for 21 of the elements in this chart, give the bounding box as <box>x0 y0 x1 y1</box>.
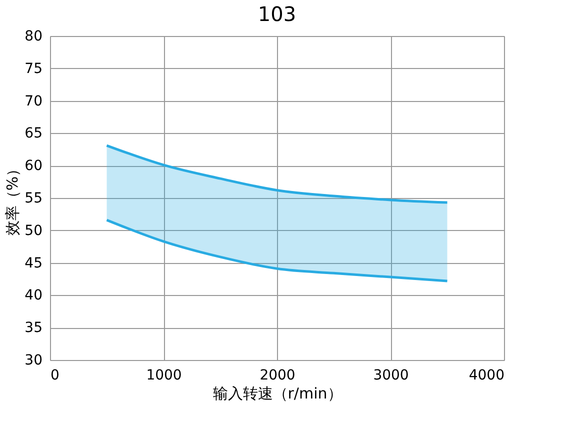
y-axis-title: 效率（%） <box>4 161 22 236</box>
x-tick-label: 0 <box>50 368 60 384</box>
y-tick-label: 70 <box>24 93 42 110</box>
y-tick-label: 65 <box>24 126 42 142</box>
y-tick-label: 30 <box>24 352 42 368</box>
y-tick-label: 60 <box>24 158 42 174</box>
line-series <box>106 218 448 282</box>
y-tick-label: 45 <box>24 255 42 272</box>
y-tick-label: 40 <box>24 288 42 304</box>
chart-title: 103 <box>258 2 296 26</box>
y-tick-label: 75 <box>24 60 42 77</box>
x-tick-label: 2000 <box>260 368 296 384</box>
line-series <box>106 144 448 204</box>
x-axis-title: 输入转速（r/min） <box>212 384 342 402</box>
y-tick-label: 55 <box>24 190 42 206</box>
x-tick-label: 4000 <box>468 368 504 384</box>
y-tick-label: 35 <box>24 320 42 336</box>
y-tick-label: 80 <box>24 28 42 44</box>
y-tick-label: 50 <box>24 222 42 239</box>
x-tick-label: 1000 <box>146 368 182 384</box>
x-tick-label: 3000 <box>373 368 409 384</box>
